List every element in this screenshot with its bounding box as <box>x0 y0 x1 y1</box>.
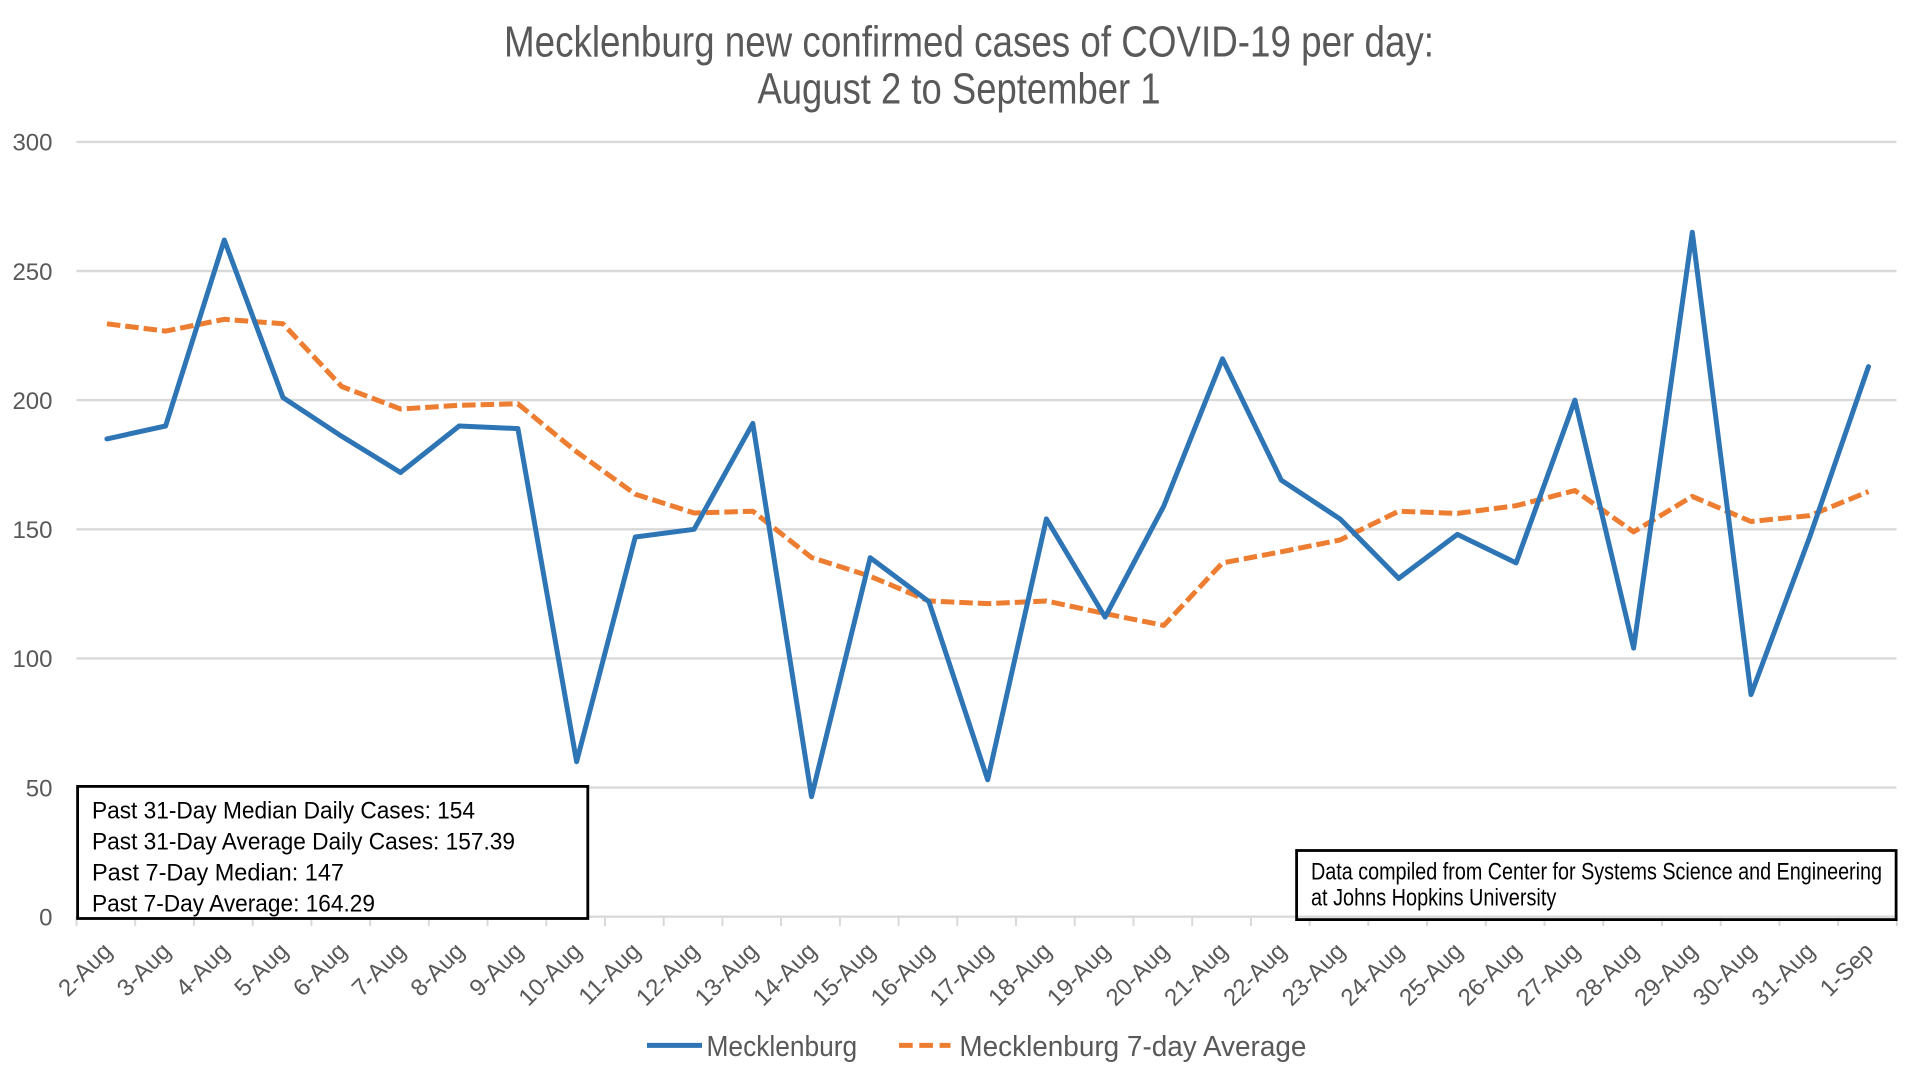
svg-text:Past 7-Day Median: 147: Past 7-Day Median: 147 <box>92 859 344 886</box>
svg-text:at Johns Hopkins University: at Johns Hopkins University <box>1311 884 1556 911</box>
svg-text:Past 31-Day Median Daily Cases: Past 31-Day Median Daily Cases: 154 <box>92 797 475 824</box>
svg-text:Past 7-Day Average: 164.29: Past 7-Day Average: 164.29 <box>92 891 375 918</box>
svg-text:Mecklenburg 7-day Average: Mecklenburg 7-day Average <box>959 1031 1306 1063</box>
svg-text:50: 50 <box>26 775 53 802</box>
svg-text:100: 100 <box>12 646 52 673</box>
svg-text:300: 300 <box>12 130 52 157</box>
svg-text:Mecklenburg new confirmed case: Mecklenburg new confirmed cases of COVID… <box>504 19 1434 67</box>
svg-text:Past 31-Day Average Daily Case: Past 31-Day Average Daily Cases: 157.39 <box>92 828 515 855</box>
svg-text:150: 150 <box>12 517 52 544</box>
svg-text:August 2 to September 1: August 2 to September 1 <box>758 65 1161 113</box>
svg-text:200: 200 <box>12 388 52 415</box>
svg-text:Mecklenburg: Mecklenburg <box>707 1031 858 1063</box>
svg-text:250: 250 <box>12 259 52 286</box>
svg-text:0: 0 <box>39 905 52 932</box>
svg-text:Data compiled from Center for: Data compiled from Center for Systems Sc… <box>1311 859 1882 886</box>
